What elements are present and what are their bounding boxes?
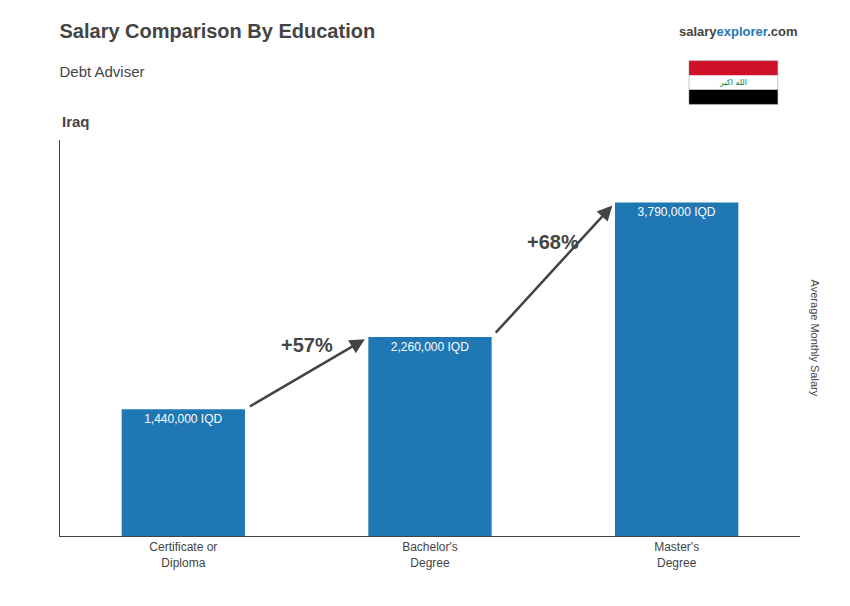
svg-text:salaryexplorer.com: salaryexplorer.com <box>679 24 798 39</box>
svg-text:Iraq: Iraq <box>62 113 90 130</box>
svg-text:1,440,000 IQD: 1,440,000 IQD <box>144 412 222 426</box>
svg-text:Bachelor'sDegree: Bachelor'sDegree <box>402 540 458 570</box>
svg-text:+68%: +68% <box>527 231 579 253</box>
svg-text:2,260,000 IQD: 2,260,000 IQD <box>391 340 469 354</box>
svg-text:Average Monthly Salary: Average Monthly Salary <box>809 280 821 397</box>
svg-text:الله اكبر: الله اكبر <box>719 78 747 87</box>
svg-text:+57%: +57% <box>281 334 333 356</box>
svg-text:Debt Adviser: Debt Adviser <box>60 63 145 80</box>
svg-text:Master'sDegree: Master'sDegree <box>654 540 699 570</box>
svg-text:Salary Comparison By Education: Salary Comparison By Education <box>60 20 376 42</box>
svg-text:Certificate orDiploma: Certificate orDiploma <box>149 540 217 570</box>
svg-text:3,790,000 IQD: 3,790,000 IQD <box>637 205 715 219</box>
